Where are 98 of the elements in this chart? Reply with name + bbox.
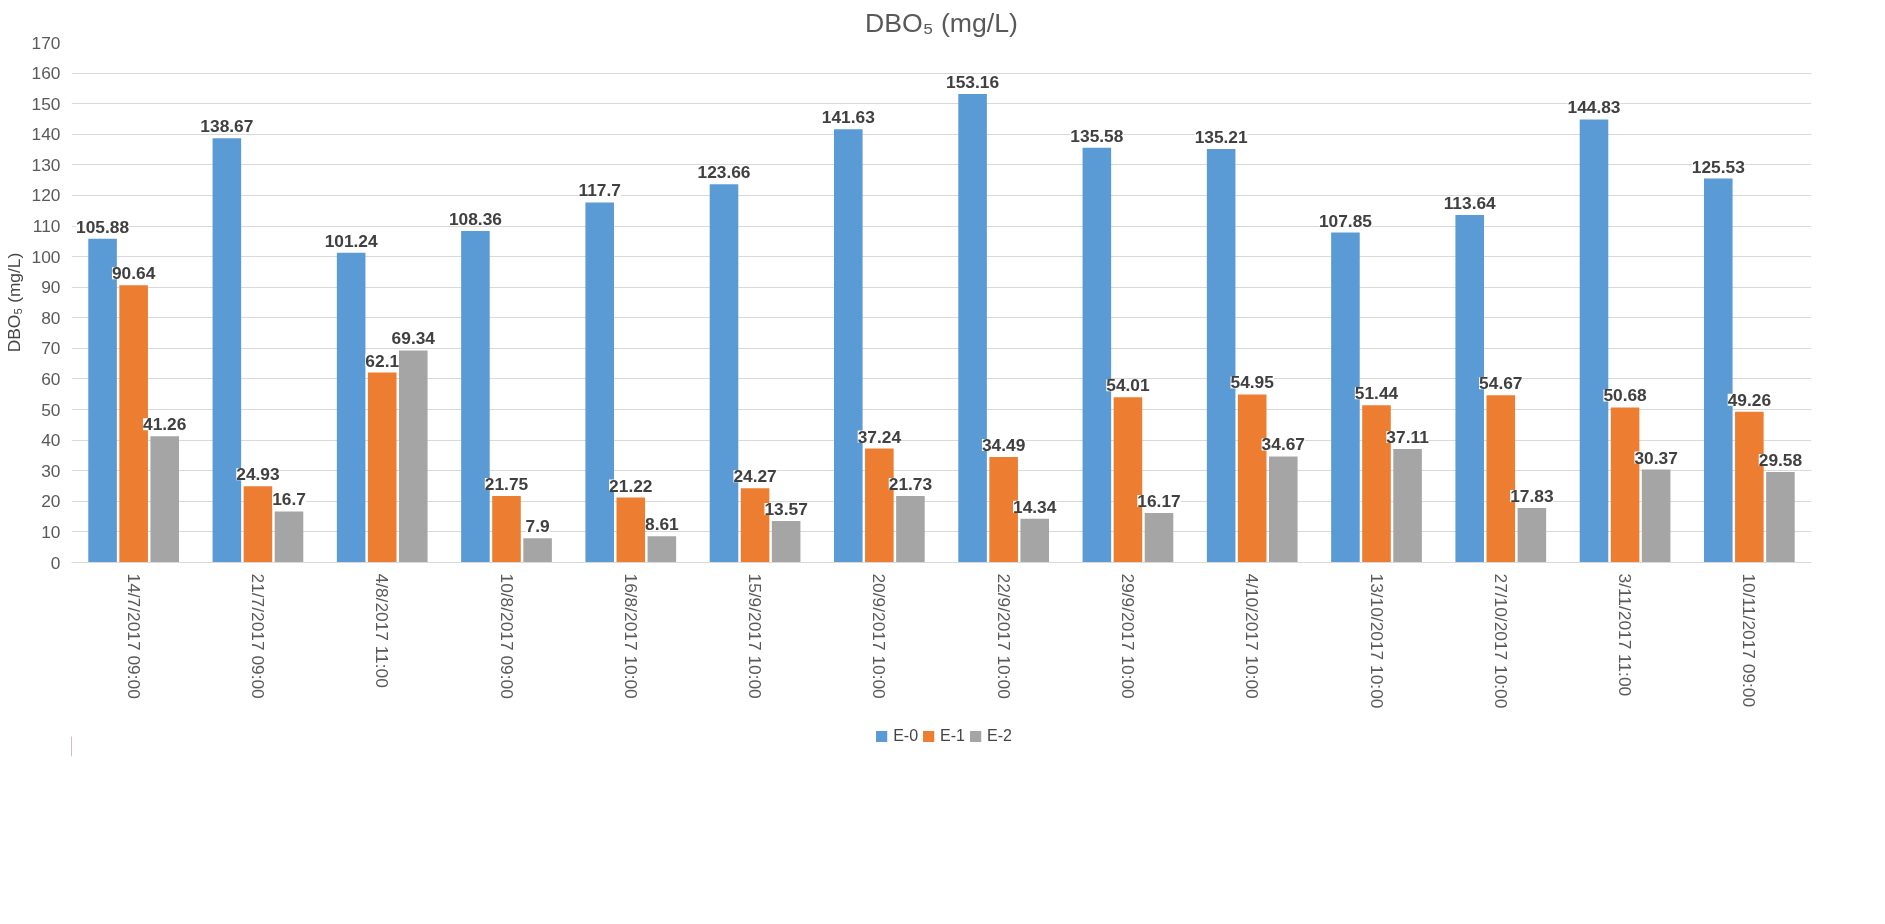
y-tick-label: 100 (31, 246, 61, 267)
data-label: 49.26 (1727, 389, 1772, 410)
bar (771, 520, 801, 563)
x-tick-label: 13/10/2017 10:00 (1366, 573, 1387, 709)
x-tick-label: 4/10/2017 10:00 (1242, 573, 1263, 699)
bar (1144, 513, 1174, 563)
data-label: 141.63 (821, 107, 876, 128)
chart-title: DBO₅ (mg/L) (865, 7, 1018, 38)
x-tick-label: 27/10/2017 10:00 (1490, 573, 1511, 709)
y-tick-label: 110 (32, 216, 61, 237)
data-label: 107.85 (1318, 210, 1373, 231)
bar (1268, 456, 1298, 563)
y-tick-label: 0 (50, 552, 61, 573)
y-tick-label: 10 (41, 521, 61, 542)
bar (1020, 518, 1050, 563)
x-tick-label: 4/8/2017 11:00 (372, 573, 393, 688)
data-label: 8.61 (644, 514, 680, 535)
bar (336, 252, 366, 563)
data-label: 21.75 (484, 473, 529, 494)
y-axis-title: DBO₅ (mg/L) (3, 252, 24, 353)
x-tick-label: 10/11/2017 09:00 (1739, 573, 1760, 708)
data-label: 17.83 (1510, 485, 1554, 506)
data-label: 37.24 (857, 426, 902, 447)
data-label: 21.22 (609, 475, 653, 496)
bar (150, 436, 180, 563)
y-tick-label: 30 (41, 460, 61, 481)
data-label: 34.49 (981, 435, 1026, 455)
data-label: 90.64 (111, 263, 156, 284)
x-tick-label: 10/8/2017 09:00 (496, 573, 517, 699)
bar (616, 497, 646, 563)
bar (896, 496, 925, 563)
data-label: 16.7 (272, 489, 306, 510)
data-label: 108.36 (448, 209, 503, 230)
data-label: 125.53 (1691, 156, 1746, 177)
y-tick-label: 40 (41, 430, 61, 451)
data-label: 41.26 (143, 414, 187, 435)
y-tick-label: 70 (41, 338, 61, 359)
bar (1641, 469, 1671, 563)
data-label: 144.83 (1567, 97, 1621, 118)
data-label: 30.37 (1634, 447, 1678, 468)
data-label: 123.66 (697, 162, 751, 183)
bar (523, 538, 552, 563)
data-label: 24.27 (733, 466, 777, 487)
data-label: 135.21 (1194, 126, 1249, 147)
x-tick-label: 15/9/2017 10:00 (745, 573, 766, 699)
data-label: 13.57 (764, 498, 808, 519)
x-tick-label: 3/11/2017 11:00 (1615, 573, 1636, 697)
bar (647, 536, 677, 563)
data-label: 135.58 (1070, 125, 1124, 146)
y-tick-label: 50 (41, 399, 61, 420)
data-label: 7.9 (525, 516, 550, 537)
legend-label: E-0 (893, 727, 919, 745)
data-label: 24.93 (236, 464, 280, 485)
y-tick-label: 90 (41, 277, 61, 298)
data-label: 21.73 (888, 474, 933, 495)
bar (243, 486, 273, 563)
data-label: 105.88 (76, 216, 130, 237)
bar (274, 511, 304, 563)
legend-label: E-1 (940, 727, 965, 745)
data-label: 14.34 (1013, 496, 1057, 517)
y-tick-label: 80 (41, 307, 61, 328)
data-label: 34.67 (1261, 434, 1305, 455)
bar (1766, 472, 1795, 563)
bar (398, 350, 428, 563)
y-tick-label: 170 (31, 32, 61, 53)
data-label: 113.64 (1443, 192, 1497, 213)
x-tick-label: 16/8/2017 10:00 (620, 573, 641, 699)
data-label: 138.67 (200, 116, 254, 137)
y-tick-label: 120 (31, 185, 61, 206)
bar (1393, 448, 1422, 563)
data-label: 51.44 (1354, 383, 1399, 404)
y-tick-label: 150 (31, 93, 61, 114)
x-tick-label: 22/9/2017 10:00 (993, 573, 1014, 699)
data-label: 54.95 (1230, 372, 1275, 393)
data-label: 153.16 (946, 72, 1000, 93)
data-label: 54.67 (1479, 373, 1523, 394)
y-tick-label: 130 (31, 154, 61, 175)
y-tick-label: 20 (41, 491, 61, 512)
legend-label: E-2 (986, 727, 1012, 745)
bar (367, 372, 397, 563)
data-label: 50.68 (1603, 385, 1648, 406)
x-tick-label: 20/9/2017 10:00 (869, 573, 890, 699)
y-tick-label: 60 (41, 368, 61, 389)
data-label: 54.01 (1106, 375, 1150, 396)
data-label: 101.24 (324, 230, 379, 251)
data-label: 16.17 (1137, 491, 1181, 512)
data-label: 62.1 (365, 350, 400, 371)
x-tick-label: 29/9/2017 10:00 (1117, 573, 1138, 699)
x-tick-label: 21/7/2017 09:00 (247, 573, 268, 699)
data-label: 117.7 (578, 180, 621, 201)
y-tick-label: 140 (31, 124, 61, 145)
x-tick-label: 14/7/2017 09:00 (123, 573, 144, 699)
y-tick-label: 160 (31, 63, 61, 84)
data-label: 69.34 (391, 328, 436, 349)
data-label: 37.11 (1386, 426, 1430, 447)
bar (1517, 507, 1547, 563)
bar (492, 495, 521, 563)
data-label: 29.58 (1758, 450, 1803, 471)
